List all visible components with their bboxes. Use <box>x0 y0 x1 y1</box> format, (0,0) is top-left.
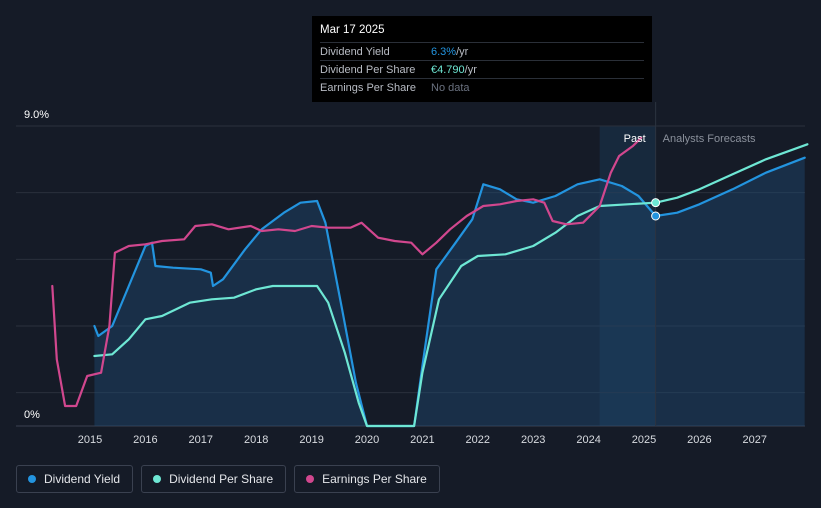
legend-dot <box>28 475 36 483</box>
tooltip-row-dividend-per-share: Dividend Per Share €4.790 /yr <box>320 60 644 78</box>
forecast-label: Analysts Forecasts <box>663 133 756 145</box>
y-tick-label: 9.0% <box>24 109 49 121</box>
chart-plot: 9.0% 0% 2015 2016 2017 2018 2019 2020 2021 2022 20… <box>16 102 809 446</box>
x-tick-label: 2020 <box>355 434 379 446</box>
tooltip-value: No data <box>431 82 470 94</box>
dividend-per-share-marker <box>651 198 661 208</box>
tooltip-value: €4.790 <box>431 64 465 76</box>
legend-item-earnings-per-share[interactable]: Earnings Per Share <box>294 465 440 493</box>
legend-item-dividend-yield[interactable]: Dividend Yield <box>16 465 134 493</box>
x-tick-label: 2023 <box>521 434 545 446</box>
tooltip-unit: /yr <box>456 46 469 58</box>
x-tick-label: 2025 <box>632 434 656 446</box>
legend-dot <box>153 475 162 483</box>
x-tick-label: 2019 <box>299 434 323 446</box>
dividend-yield-marker <box>651 211 661 221</box>
tooltip: Mar 17 2025 Dividend Yield 6.3% /yr Divi… <box>312 16 652 102</box>
tooltip-row-earnings-per-share: Earnings Per Share No data <box>320 78 644 96</box>
tooltip-value: 6.3% <box>431 46 457 58</box>
x-tick-label: 2027 <box>743 434 767 446</box>
legend: Dividend Yield Dividend Per Share Earnin… <box>16 465 440 493</box>
earnings-per-share-line <box>51 136 643 408</box>
x-tick-label: 2015 <box>78 434 102 446</box>
legend-item-dividend-per-share[interactable]: Dividend Per Share <box>141 465 287 493</box>
y-tick-label: 0% <box>24 409 40 421</box>
tooltip-label: Dividend Per Share <box>320 64 416 76</box>
x-tick-label: 2026 <box>687 434 711 446</box>
tooltip-unit: /yr <box>464 64 477 76</box>
dividend-yield-area <box>94 157 805 426</box>
tooltip-label: Dividend Yield <box>320 46 390 58</box>
tooltip-row-dividend-yield: Dividend Yield 6.3% /yr <box>320 42 644 60</box>
legend-label: Dividend Per Share <box>169 472 274 486</box>
x-tick-label: 2016 <box>133 434 157 446</box>
past-label: Past <box>624 133 646 145</box>
x-tick-label: 2022 <box>466 434 490 446</box>
x-tick-label: 2024 <box>576 434 600 446</box>
legend-label: Earnings Per Share <box>322 472 427 486</box>
dividend-per-share-line <box>93 143 809 428</box>
x-tick-label: 2018 <box>244 434 268 446</box>
tooltip-label: Earnings Per Share <box>320 82 416 94</box>
tooltip-date: Mar 17 2025 <box>320 24 385 36</box>
legend-dot <box>306 475 315 483</box>
x-tick-label: 2021 <box>410 434 434 446</box>
x-tick-label: 2017 <box>189 434 213 446</box>
legend-label: Dividend Yield <box>44 472 121 486</box>
